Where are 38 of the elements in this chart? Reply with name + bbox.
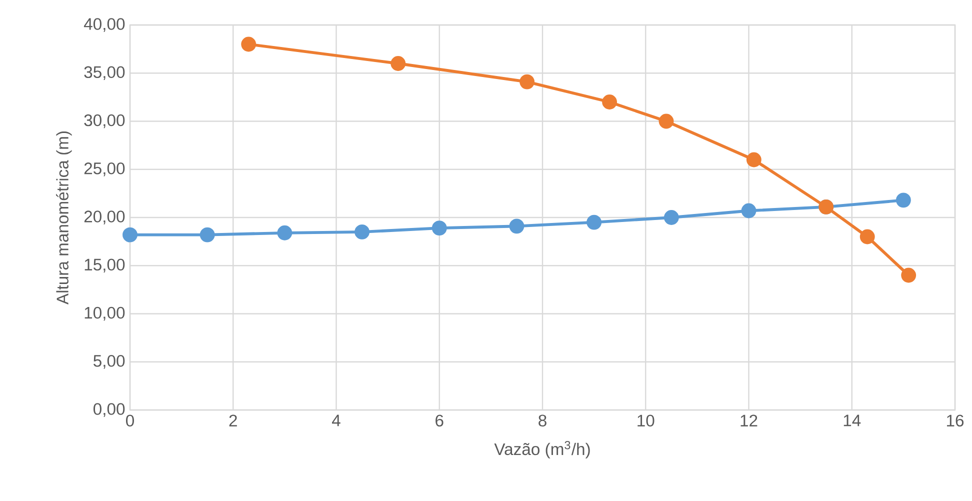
point	[658, 114, 674, 129]
point	[860, 229, 875, 244]
point	[741, 203, 756, 218]
point	[896, 192, 911, 208]
point	[746, 152, 762, 168]
point	[901, 268, 916, 283]
x-tick-label: 6	[436, 414, 444, 427]
point	[520, 74, 535, 90]
x-tick-label: 14	[844, 414, 861, 426]
point	[122, 227, 138, 242]
point	[354, 224, 370, 240]
point	[390, 56, 406, 71]
point	[602, 94, 618, 110]
point	[432, 220, 447, 236]
point	[586, 214, 602, 230]
y-tick-label: 40,00	[84, 18, 125, 32]
y-tick-label: 20,00	[84, 210, 125, 224]
x-tick-label: 2	[229, 414, 237, 426]
x-tick-label: 8	[538, 414, 546, 427]
y-tick-label: 25,00	[84, 162, 125, 176]
point	[277, 225, 292, 240]
x-axis-title: Vazão (m$^{3}$/h)	[494, 440, 590, 458]
point	[509, 218, 524, 234]
y-tick-label: 5,00	[94, 355, 125, 369]
x-tick-label: 0	[126, 414, 134, 427]
y-tick-label: 0,00	[94, 403, 125, 417]
y-tick-label: 15,00	[84, 258, 125, 273]
x-tick-label: 4	[332, 414, 340, 426]
point	[200, 227, 215, 242]
y-tick-label: 10,00	[84, 306, 125, 321]
y-axis-title: Altura manométrica (m)	[56, 132, 72, 305]
y-tick-label: 35,00	[84, 66, 125, 80]
x-tick-label: 12	[740, 414, 758, 426]
x-tick-label: 16	[947, 414, 964, 427]
y-tick-label: 30,00	[84, 114, 125, 128]
point	[664, 210, 679, 225]
x-tick-label: 10	[638, 414, 654, 427]
point	[241, 36, 256, 52]
